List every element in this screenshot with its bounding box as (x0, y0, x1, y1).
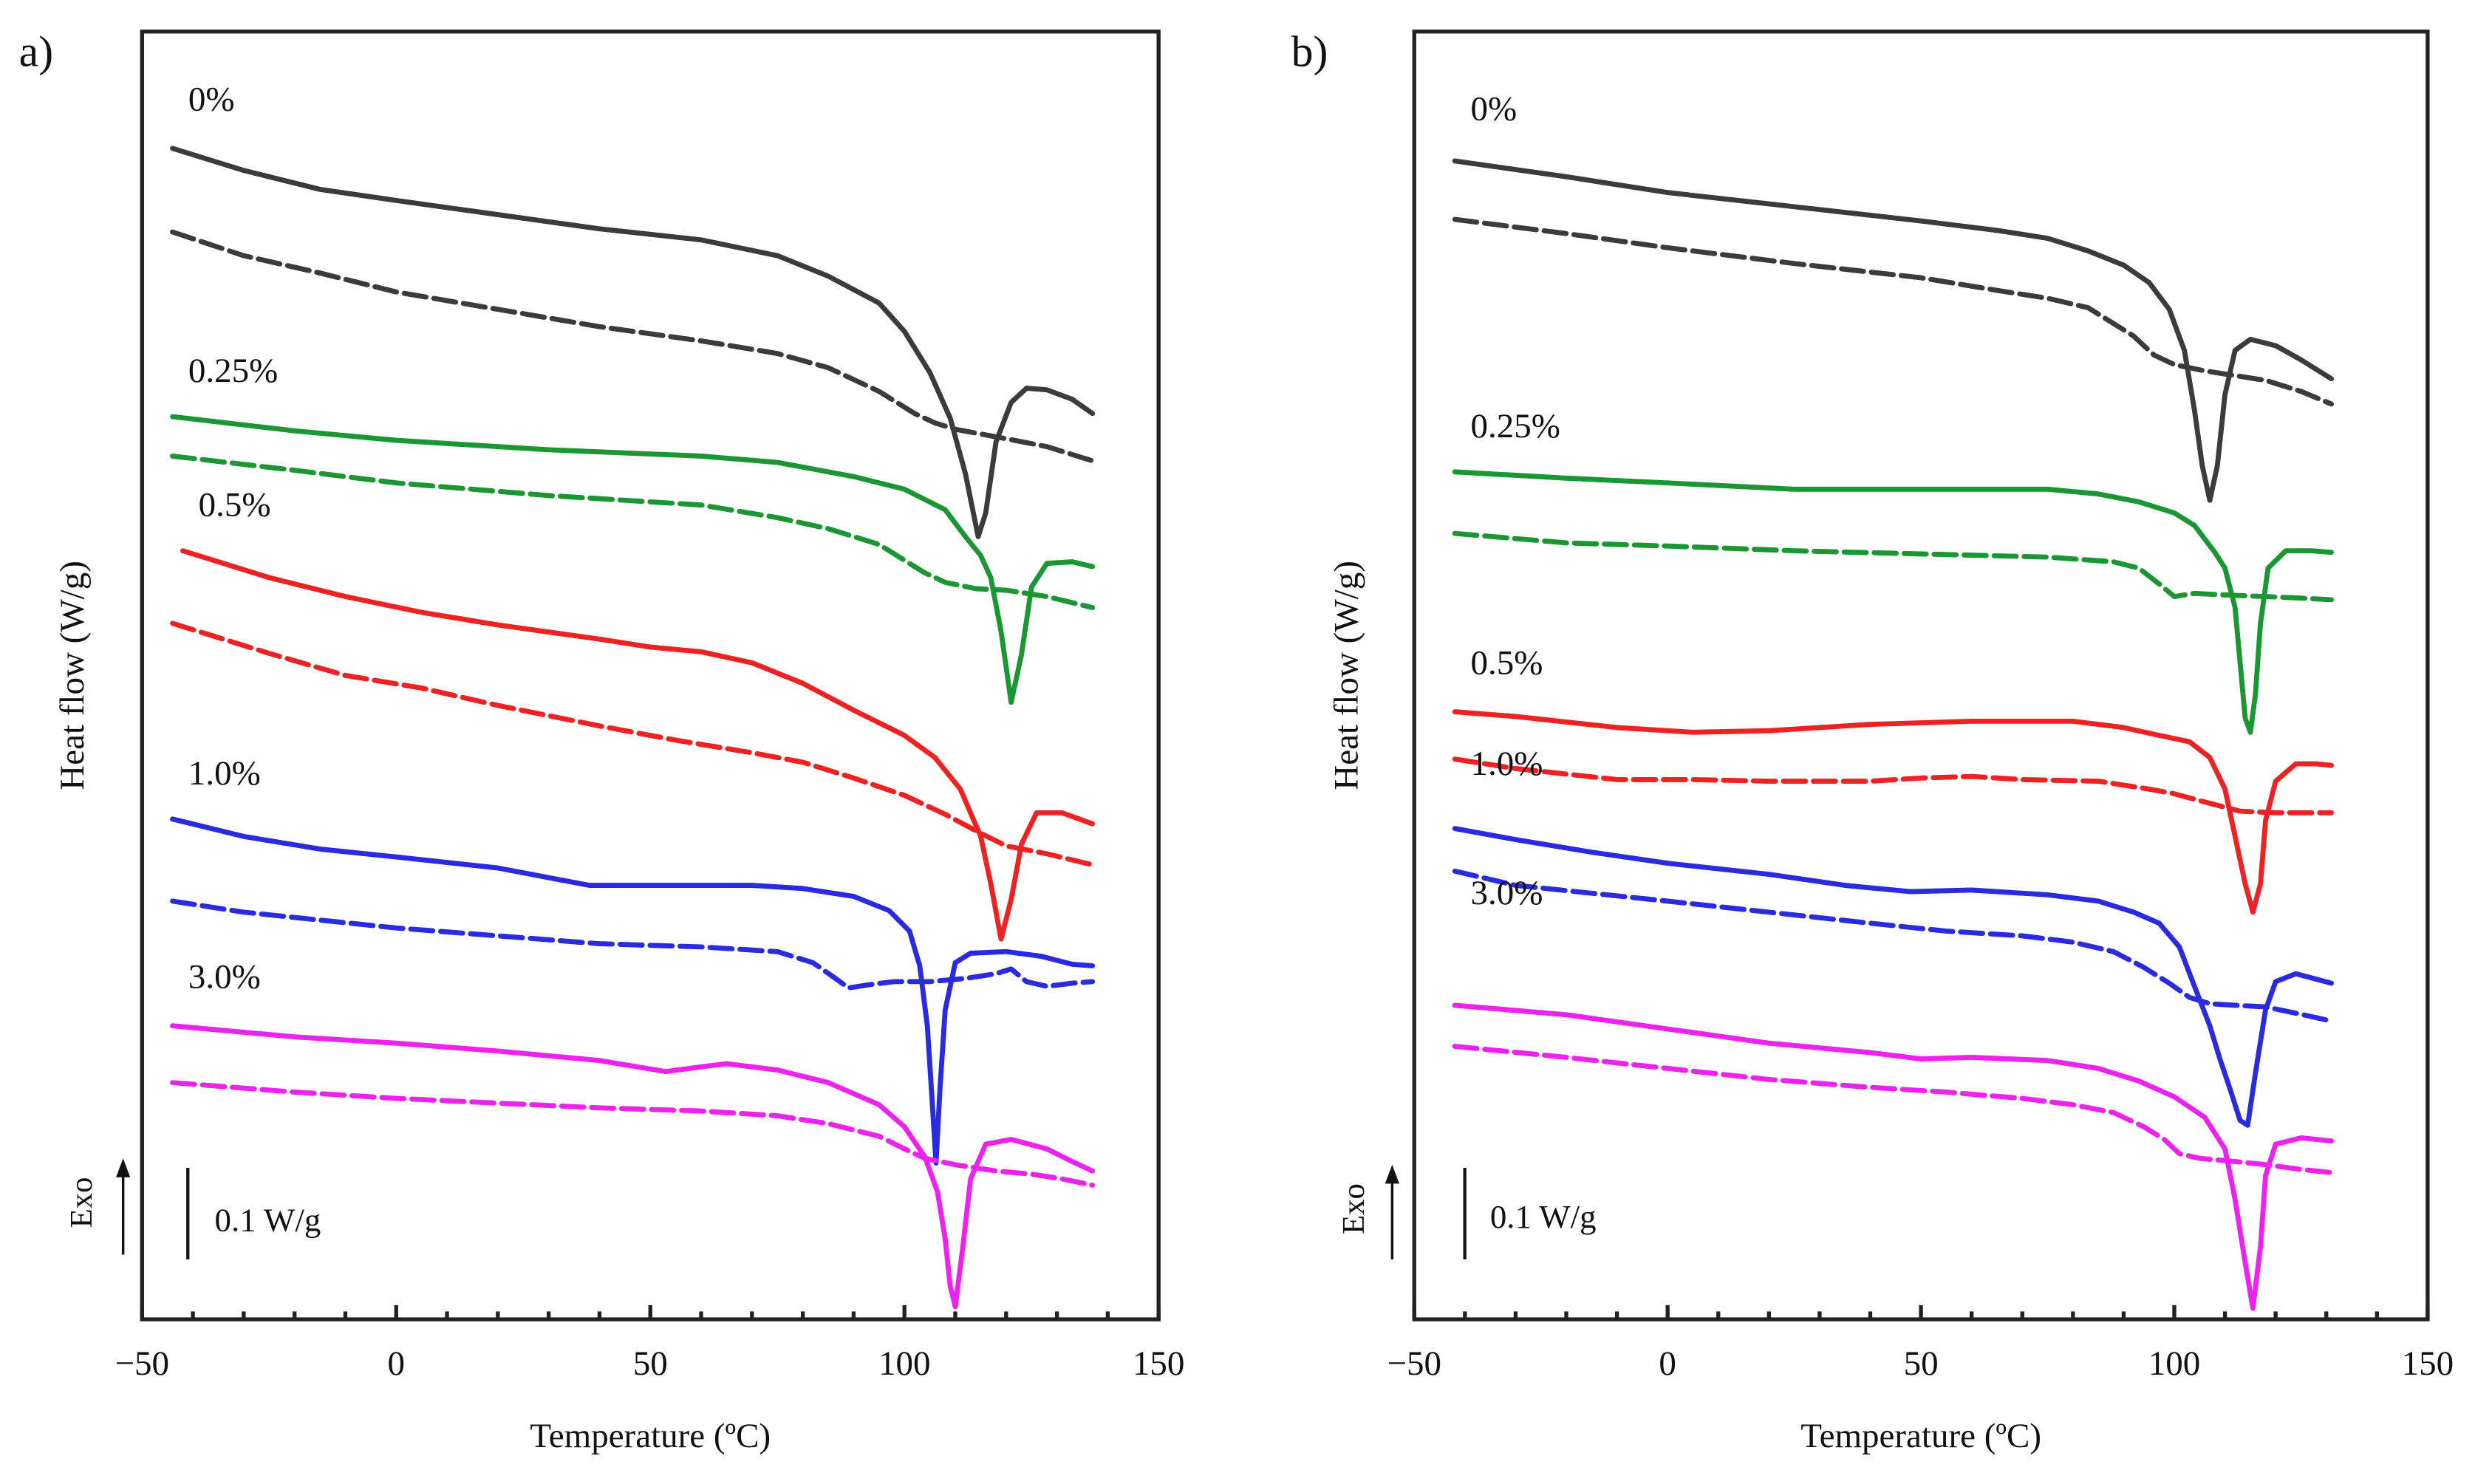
series-0pct-dashed-curve (1452, 216, 2334, 407)
series-label: 3.0% (188, 957, 261, 996)
panel-a-x-ticks: −50 0 50 100 150 (115, 1305, 1185, 1383)
series-0-5pct-solid-curve (1452, 709, 2334, 915)
panel-b-scale-bar: 0.1 W/g (1463, 1167, 1597, 1259)
series-3-0pct-dashed-curve (170, 1080, 1096, 1188)
series-0-25pct-solid-curve (1452, 469, 2334, 735)
panel-a-curves (170, 146, 1096, 1310)
panel-a-exo-indicator: Exo (64, 1158, 131, 1255)
series-0-25pct-dashed-curve (1452, 530, 2334, 603)
series-3-0pct-solid-curve (1452, 1002, 2334, 1311)
panel-a-exo-label: Exo (64, 1177, 99, 1228)
panel-b-exo-label: Exo (1336, 1183, 1371, 1234)
series-0pct-solid-curve (170, 146, 1096, 539)
series-1-0pct-solid-curve (170, 816, 1096, 1166)
panel-b-plot-frame (1412, 30, 2430, 1321)
panel-a-y-axis-label: Heat flow (W/g) (53, 561, 92, 790)
panel-b-series-labels: 0% 0.25% 0.5% 1.0% 3.0% (1471, 89, 1560, 912)
series-0-25pct-dashed-curve (170, 454, 1096, 610)
panel-b-curves (1452, 158, 2334, 1311)
x-tick-label: −50 (1387, 1344, 1442, 1383)
panel-a-exo-arrow-head (116, 1158, 131, 1177)
x-tick-label: −50 (115, 1344, 170, 1383)
series-1-0pct-dashed-curve (170, 898, 1096, 991)
panel-b-label: b) (1291, 27, 1328, 76)
panel-a: a) Heat flow (W/g) Temperature (ºC) Exo … (19, 27, 1185, 1455)
series-0-5pct-dashed-curve (170, 620, 1096, 868)
x-tick-label: 50 (1904, 1344, 1939, 1383)
x-tick-label: 50 (633, 1344, 668, 1383)
series-0-5pct-solid-curve (180, 548, 1096, 942)
panel-a-series-labels: 0% 0.25% 0.5% 1.0% 3.0% (188, 81, 278, 996)
series-0pct-solid-curve (1452, 158, 2334, 503)
series-0-5pct-dashed-curve (1452, 756, 2334, 815)
panel-b-x-ticks: −50 0 50 100 150 (1387, 1305, 2454, 1383)
series-1-0pct-solid-curve (1452, 826, 2334, 1128)
series-label: 0% (1471, 89, 1518, 128)
x-tick-label: 150 (2402, 1344, 2454, 1383)
series-label: 0% (188, 81, 235, 119)
panel-b-y-axis-label: Heat flow (W/g) (1327, 561, 1365, 790)
series-3-0pct-solid-curve (170, 1023, 1096, 1310)
series-label: 3.0% (1471, 874, 1543, 912)
series-3-0pct-dashed-curve (1452, 1044, 2334, 1175)
series-label: 1.0% (1471, 745, 1543, 783)
panel-a-label: a) (19, 27, 53, 76)
panel-b-exo-indicator: Exo (1336, 1164, 1399, 1259)
panel-a-scale-bar: 0.1 W/g (186, 1167, 321, 1259)
x-tick-label: 100 (2148, 1344, 2201, 1383)
panel-b-exo-arrow-head (1385, 1164, 1399, 1184)
panel-b: b) Heat flow (W/g) Temperature (ºC) Exo … (1291, 27, 2454, 1455)
series-label: 0.25% (1471, 407, 1560, 445)
series-label: 1.0% (188, 754, 261, 793)
series-0pct-dashed-curve (170, 229, 1096, 464)
series-label: 0.5% (199, 486, 271, 524)
panel-a-scale-bar-label: 0.1 W/g (215, 1201, 321, 1238)
panel-b-scale-bar-label: 0.1 W/g (1490, 1198, 1597, 1235)
series-0-25pct-solid-curve (170, 414, 1096, 705)
series-label: 0.5% (1471, 643, 1543, 682)
x-tick-label: 100 (878, 1344, 931, 1383)
panel-b-x-axis-label: Temperature (ºC) (1800, 1417, 2041, 1455)
x-tick-label: 150 (1133, 1344, 1185, 1383)
panel-a-x-axis-label: Temperature (ºC) (530, 1417, 771, 1455)
series-1-0pct-dashed-curve (1452, 868, 2334, 1024)
x-tick-label: 0 (388, 1344, 406, 1383)
series-label: 0.25% (188, 352, 278, 390)
x-tick-label: 0 (1659, 1344, 1676, 1383)
